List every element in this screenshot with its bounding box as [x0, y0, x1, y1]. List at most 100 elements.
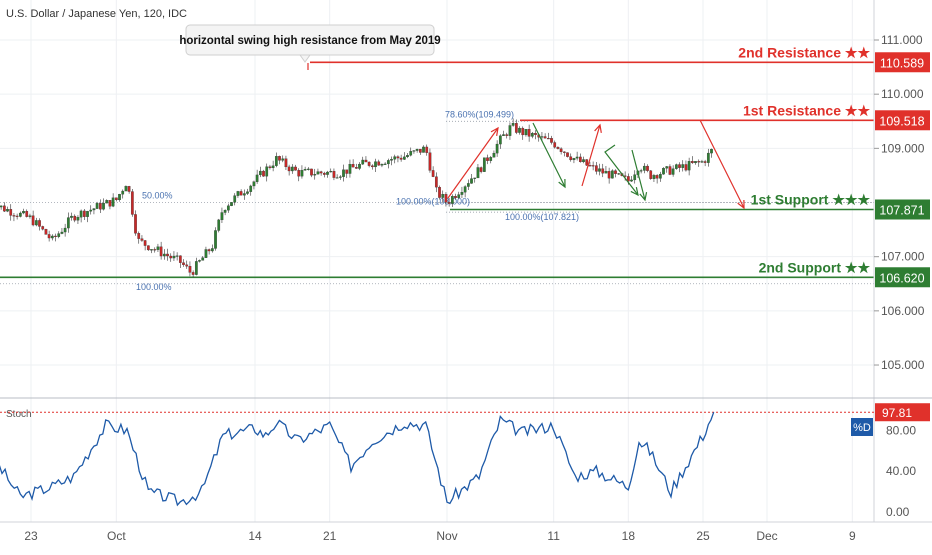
- price-axis[interactable]: 111.000 110.000 109.000 107.000 106.000 105.0…: [874, 33, 925, 372]
- candle-body: [367, 161, 371, 166]
- candle-body: [710, 149, 713, 154]
- candle-body: [694, 161, 697, 164]
- candle-body: [626, 176, 630, 182]
- candle-body: [22, 211, 25, 214]
- fib-label: 78.60%(109.499): [445, 109, 514, 119]
- stoch-value-label: 97.81: [882, 406, 912, 420]
- candle-body: [220, 212, 224, 221]
- candle-body: [134, 214, 137, 234]
- candle-body: [105, 200, 109, 204]
- candle-body: [502, 134, 505, 136]
- candle-body: [470, 178, 473, 184]
- time-tick-label: Nov: [436, 529, 457, 543]
- candle-body: [444, 194, 448, 203]
- candle-body: [294, 166, 297, 171]
- candle-body: [25, 211, 29, 217]
- candle-body: [598, 168, 601, 172]
- stoch-tick-label: 80.00: [886, 423, 916, 437]
- candle-body: [604, 171, 608, 174]
- level-name-label: 1st Support ★★★: [751, 191, 871, 207]
- stoch-legend-button[interactable]: %D: [851, 418, 873, 436]
- candle-body: [73, 215, 77, 221]
- candle-body: [514, 123, 518, 133]
- level-price-tag: [875, 52, 930, 73]
- candle-body: [361, 159, 365, 165]
- level-name-label: 2nd Support ★★: [759, 259, 871, 275]
- candle-body: [652, 175, 656, 179]
- candle-body: [12, 215, 16, 217]
- candle-body: [57, 233, 61, 237]
- candle-body: [47, 234, 51, 239]
- stoch-label: Stoch: [6, 409, 32, 420]
- arrow-head: [558, 178, 566, 189]
- candle-body: [383, 163, 387, 165]
- candle-body: [434, 176, 438, 188]
- arrow-head: [594, 123, 602, 133]
- candle-body: [402, 156, 406, 160]
- level-labels: 2nd Resistance ★★ 110.589 1st Resistance ★…: [738, 44, 930, 288]
- candle-body: [143, 240, 147, 246]
- candle-body: [153, 249, 157, 251]
- candle-body: [98, 203, 102, 210]
- candle-body: [706, 152, 710, 163]
- time-tick-label: 14: [248, 529, 262, 543]
- level-name-label: 2nd Resistance ★★: [738, 44, 870, 60]
- time-tick-label: 25: [696, 529, 710, 543]
- candle-body: [89, 209, 93, 212]
- candle-body: [553, 142, 557, 148]
- candle-body: [124, 186, 128, 192]
- candle-body: [380, 164, 384, 166]
- pattern-arrow: [699, 119, 745, 209]
- pattern-arrow: [581, 124, 601, 187]
- price-tick-label: 106.000: [881, 304, 925, 318]
- candle-body: [466, 183, 470, 187]
- candle-body: [92, 208, 96, 211]
- candle-body: [460, 192, 464, 195]
- stoch-axis[interactable]: 80.00 40.00 0.00 97.81: [875, 403, 930, 519]
- candle-body: [297, 170, 301, 177]
- candle-body: [511, 123, 515, 126]
- stoch-tick-label: 0.00: [886, 505, 910, 519]
- candle-body: [649, 170, 653, 179]
- candle-body: [671, 168, 675, 175]
- candle-body: [495, 143, 499, 154]
- candle-body: [114, 197, 118, 201]
- stoch-series: [0, 411, 874, 507]
- candle-body: [156, 246, 160, 250]
- candle-body: [431, 170, 435, 177]
- candle-body: [204, 249, 208, 258]
- candle-body: [614, 170, 617, 174]
- time-axis[interactable]: 23 Oct 14 21 Nov 11 18 25 Dec 9: [24, 529, 856, 543]
- candle-body: [86, 211, 89, 217]
- candle-body: [0, 205, 3, 208]
- candle-body: [463, 186, 467, 193]
- candle-body: [191, 272, 195, 275]
- candle-body: [578, 156, 582, 163]
- candle-body: [182, 262, 185, 265]
- time-tick-label: 23: [24, 529, 38, 543]
- level-lines: [0, 61, 874, 279]
- candle-body: [338, 176, 342, 178]
- level-price-label: 107.871: [879, 203, 924, 217]
- candle-body: [508, 125, 512, 136]
- candle-body: [34, 220, 38, 226]
- candle-body: [569, 156, 573, 161]
- candle-body: [697, 161, 701, 163]
- candle-body: [703, 161, 707, 163]
- candle-body: [476, 167, 480, 179]
- candle-body: [684, 164, 688, 171]
- candle-body: [2, 205, 6, 212]
- candle-body: [210, 248, 214, 252]
- candle-body: [326, 171, 329, 175]
- candle-body: [428, 152, 432, 171]
- candle-body: [214, 230, 217, 249]
- annotation-callout[interactable]: horizontal swing high resistance from Ma…: [179, 24, 441, 63]
- pattern-arrows: [307, 63, 745, 210]
- candle-body: [262, 170, 265, 177]
- candle-body: [530, 133, 534, 137]
- candle-body: [441, 194, 445, 198]
- candle-body: [15, 215, 19, 217]
- candle-body: [207, 249, 211, 252]
